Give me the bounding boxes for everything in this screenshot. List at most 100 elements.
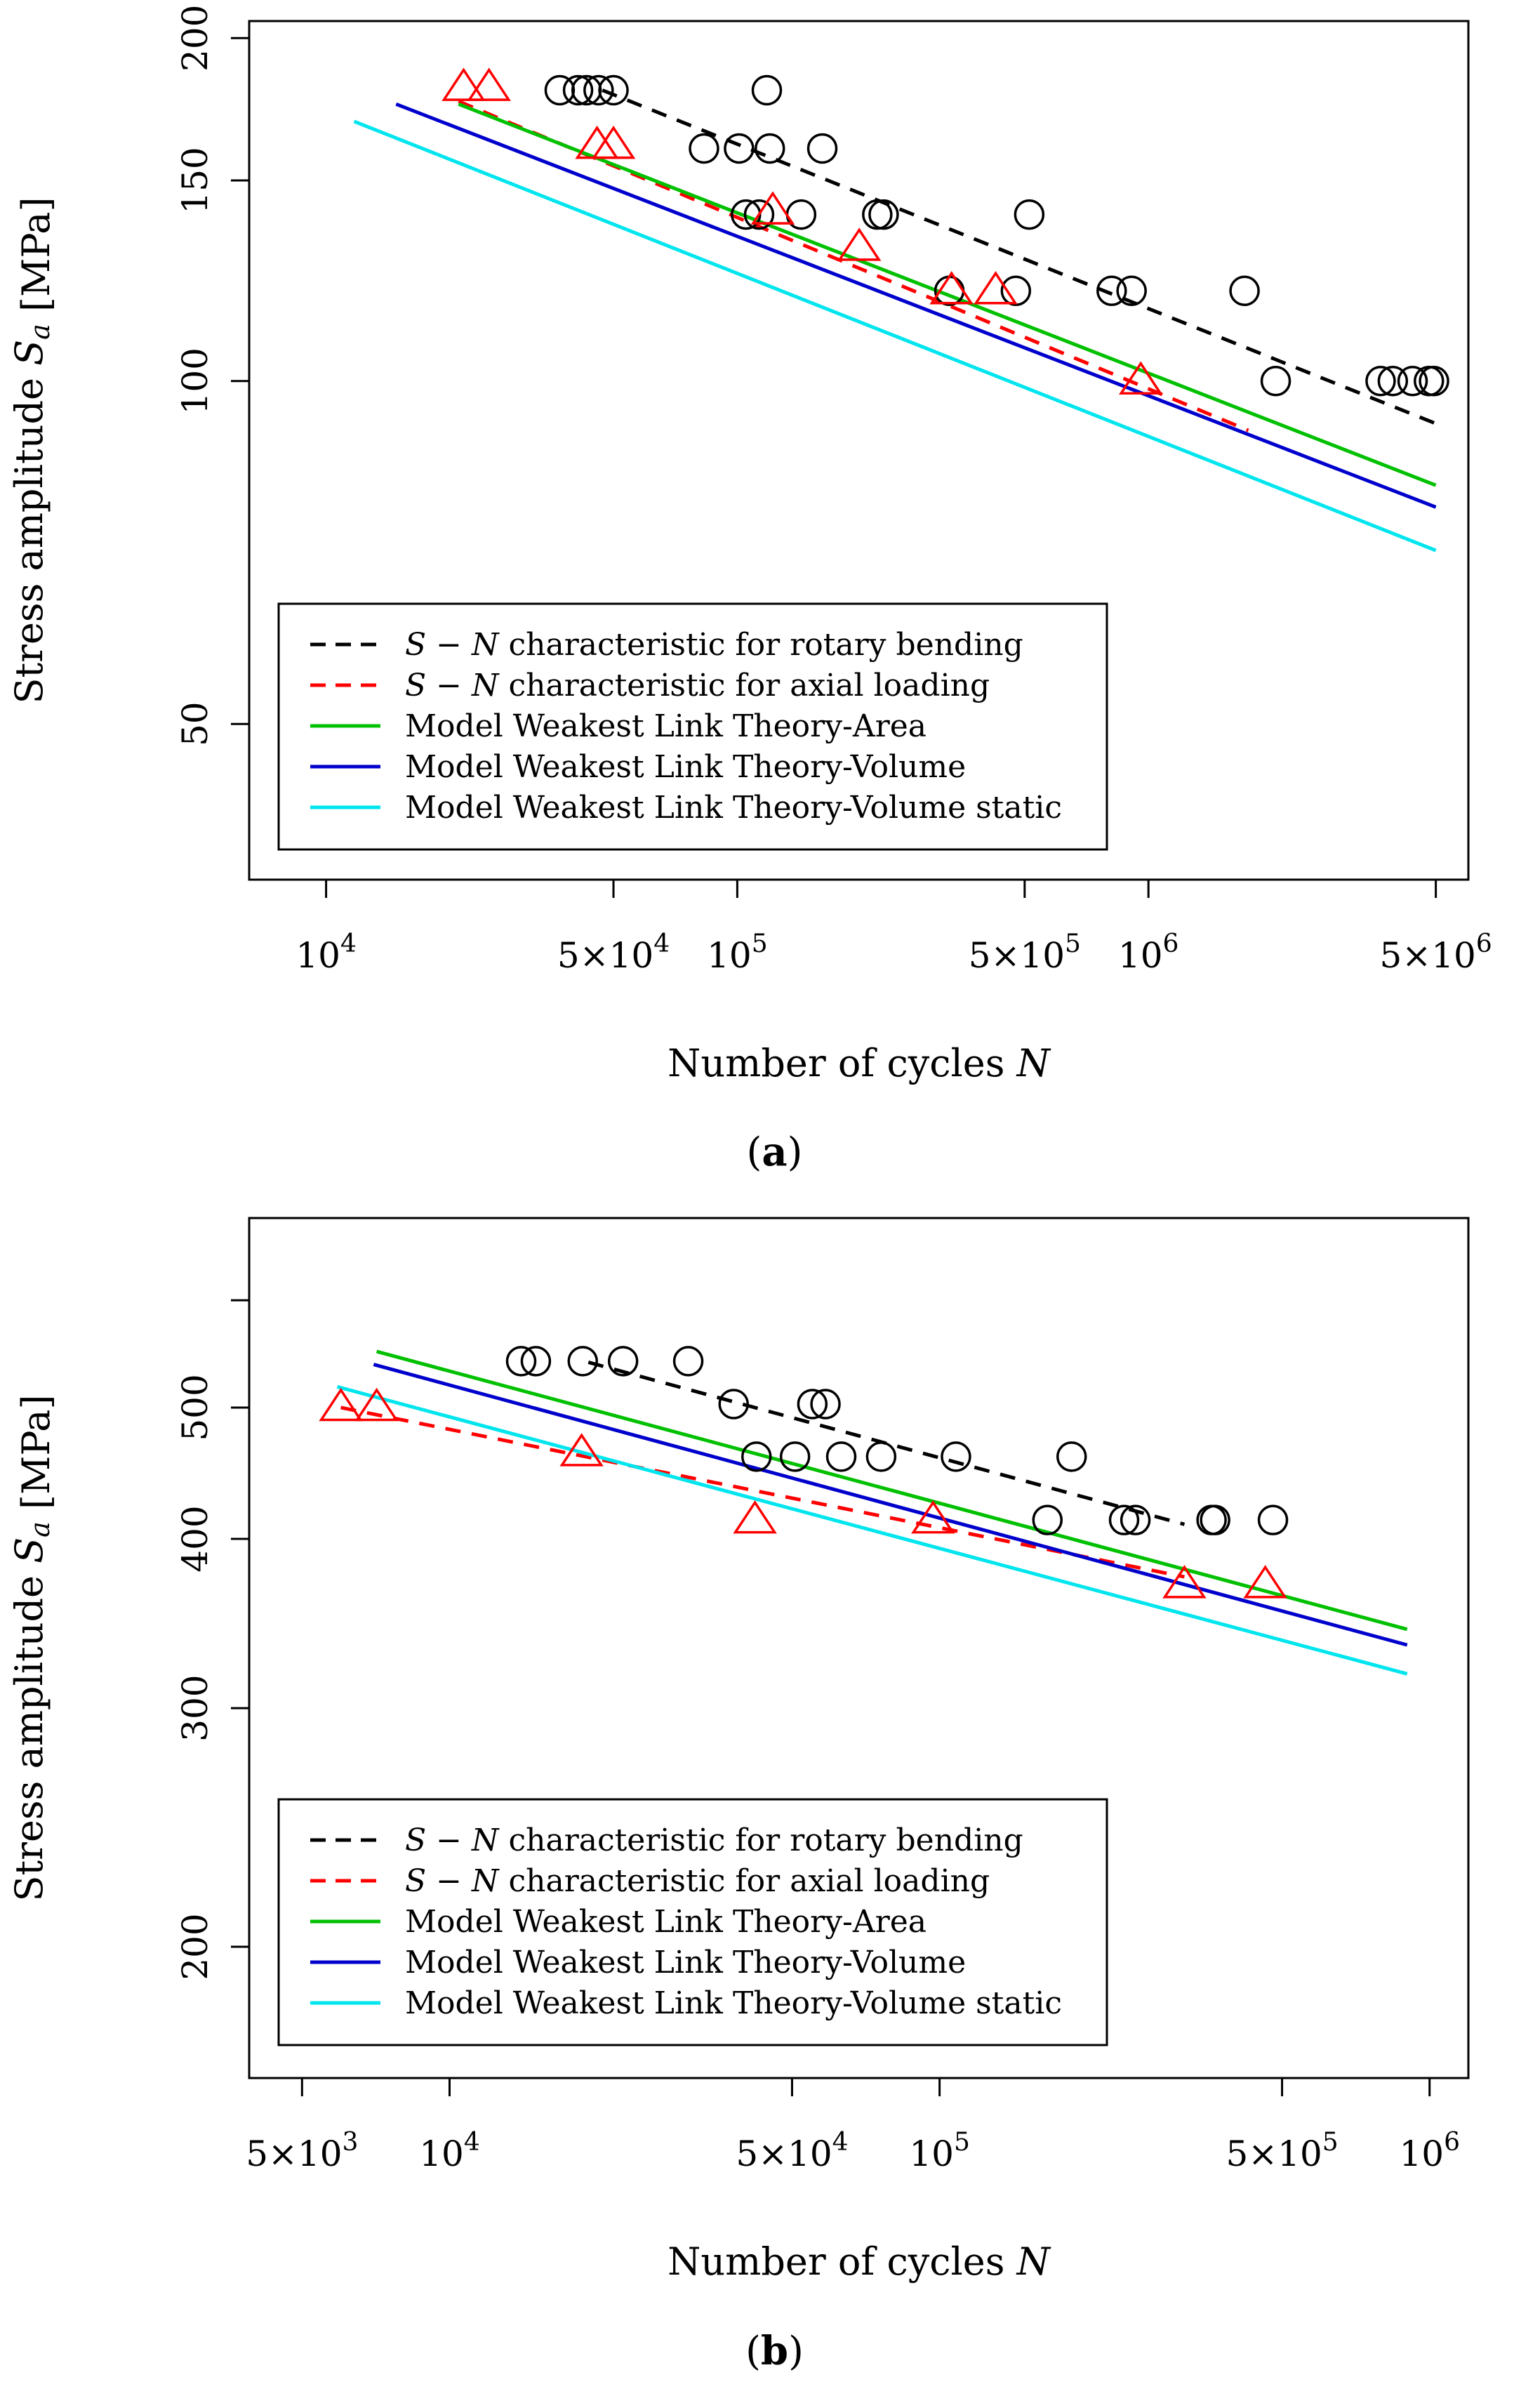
data-point-circle — [1260, 365, 1291, 397]
series-line-model-weakest-link-theory-volume — [395, 102, 1437, 509]
data-point-circle — [520, 1346, 552, 1377]
data-point-circle — [751, 74, 783, 106]
x-tick-label: 106 — [1399, 2128, 1460, 2174]
data-point-circle — [743, 199, 775, 230]
data-point-circle — [810, 1389, 841, 1420]
x-tick-label: 106 — [1118, 930, 1179, 976]
data-point-circle — [741, 1441, 772, 1472]
data-point-triangle — [354, 1387, 399, 1422]
data-point-triangle — [441, 67, 486, 101]
panel-a: 104 5×104 105 5×105 106 5×106 50 100 150 200 Numbe… — [7, 5, 1492, 1175]
legend-label: Model Weakest Link Theory-Area — [405, 708, 927, 744]
x-tick-label: 105 — [707, 930, 768, 976]
data-point-circle — [1397, 365, 1428, 397]
data-point-circle — [607, 1346, 639, 1377]
data-point-circle — [567, 1346, 599, 1377]
series-line-s-n-characteristic-for-axial-loading — [340, 1405, 1185, 1579]
series-line-model-weakest-link-theory-area — [458, 102, 1437, 487]
data-point-circle — [797, 1389, 828, 1420]
data-point-circle — [1229, 275, 1260, 306]
data-point-triangle — [1119, 361, 1163, 395]
legend-label: S − N characteristic for rotary bending — [405, 627, 1023, 663]
series-line-s-n-characteristic-for-rotary-bending — [602, 88, 1440, 427]
data-point-circle — [1365, 365, 1396, 397]
data-point-circle — [1116, 275, 1147, 306]
data-point-circle — [672, 1346, 704, 1377]
data-point-circle — [544, 74, 576, 106]
x-tick-label: 5×104 — [736, 2128, 848, 2174]
data-point-circle — [689, 133, 719, 164]
data-point-circle — [755, 133, 785, 164]
legend-label: S − N characteristic for axial loading — [405, 668, 990, 703]
data-point-circle — [598, 74, 629, 106]
legend-box — [277, 1798, 1108, 2046]
panel-label: (b) — [745, 2328, 804, 2374]
x-tick-label: 5×105 — [969, 930, 1081, 976]
data-point-circle — [583, 74, 614, 106]
series-line-model-weakest-link-theory-volume — [373, 1363, 1408, 1647]
data-point-circle — [505, 1346, 537, 1377]
panel-label: (a) — [746, 1129, 802, 1175]
legend-label: Model Weakest Link Theory-Volume static — [405, 1985, 1062, 2021]
x-tick-label: 104 — [419, 2128, 480, 2174]
x-tick-label: 5×106 — [1379, 930, 1492, 976]
x-tick-label: 5×103 — [246, 2128, 358, 2174]
legend-box — [277, 602, 1108, 851]
data-point-triangle — [837, 227, 882, 261]
data-point-circle — [1120, 1504, 1151, 1535]
data-point-circle — [865, 1441, 897, 1472]
data-point-circle — [1377, 365, 1409, 397]
data-point-circle — [1014, 199, 1045, 230]
data-point-triangle — [974, 271, 1018, 305]
data-point-circle — [862, 199, 893, 230]
data-point-triangle — [467, 67, 511, 101]
data-point-triangle — [319, 1387, 363, 1422]
plot-frame — [248, 1217, 1470, 2079]
data-point-circle — [1056, 1441, 1087, 1472]
legend-label: Model Weakest Link Theory-Volume static — [405, 790, 1062, 826]
legend: S − N characteristic for rotary bending S… — [277, 602, 1108, 851]
data-point-circle — [941, 1441, 971, 1472]
data-point-triangle — [559, 1433, 604, 1467]
data-point-triangle — [591, 125, 636, 159]
data-point-circle — [1108, 1504, 1140, 1535]
x-axis-title: Number of cycles N — [668, 1041, 1051, 1085]
data-point-circle — [1032, 1504, 1063, 1535]
legend: S − N characteristic for rotary bending S… — [277, 1798, 1108, 2046]
y-tick-label: 200 — [175, 1913, 215, 1980]
data-point-triangle — [1162, 1565, 1207, 1599]
y-tick-label: 150 — [175, 147, 215, 213]
y-tick-label: 200 — [175, 5, 215, 72]
data-point-circle — [718, 1389, 749, 1420]
series-layer — [319, 1346, 1408, 1676]
x-tick-label: 105 — [909, 2128, 970, 2174]
y-axis-title: Stress amplitude Sa [MPa] — [7, 1394, 58, 1901]
data-point-circle — [1419, 365, 1449, 397]
data-point-circle — [825, 1441, 857, 1472]
data-point-triangle — [750, 191, 795, 225]
y-tick-label: 100 — [175, 348, 215, 414]
plot-frame — [248, 20, 1470, 881]
x-tick-label: 104 — [296, 930, 357, 976]
legend-label: Model Weakest Link Theory-Area — [405, 1904, 927, 1940]
x-axis-title: Number of cycles N — [668, 2240, 1051, 2284]
series-line-model-weakest-link-theory-volume-static — [336, 1384, 1408, 1676]
data-point-circle — [562, 74, 594, 106]
data-point-circle — [806, 133, 838, 164]
data-point-circle — [1257, 1504, 1289, 1535]
legend-label: Model Weakest Link Theory-Volume — [405, 749, 966, 785]
data-point-circle — [1200, 1504, 1230, 1535]
x-tick-label: 5×104 — [557, 930, 670, 976]
data-point-circle — [868, 199, 899, 230]
y-tick-label: 500 — [175, 1374, 215, 1441]
legend-label: Model Weakest Link Theory-Volume — [405, 1945, 966, 1980]
legend-label: S − N characteristic for axial loading — [405, 1863, 990, 1899]
series-line-model-weakest-link-theory-area — [376, 1349, 1408, 1632]
y-tick-label: 300 — [175, 1674, 215, 1741]
data-point-triangle — [929, 271, 974, 305]
y-tick-label: 50 — [175, 701, 215, 746]
x-tick-label: 5×105 — [1226, 2128, 1338, 2174]
panel-b: 5×103 104 5×104 105 5×105 106 200 300 400 500 Numb… — [7, 1217, 1470, 2374]
series-layer — [353, 67, 1449, 553]
